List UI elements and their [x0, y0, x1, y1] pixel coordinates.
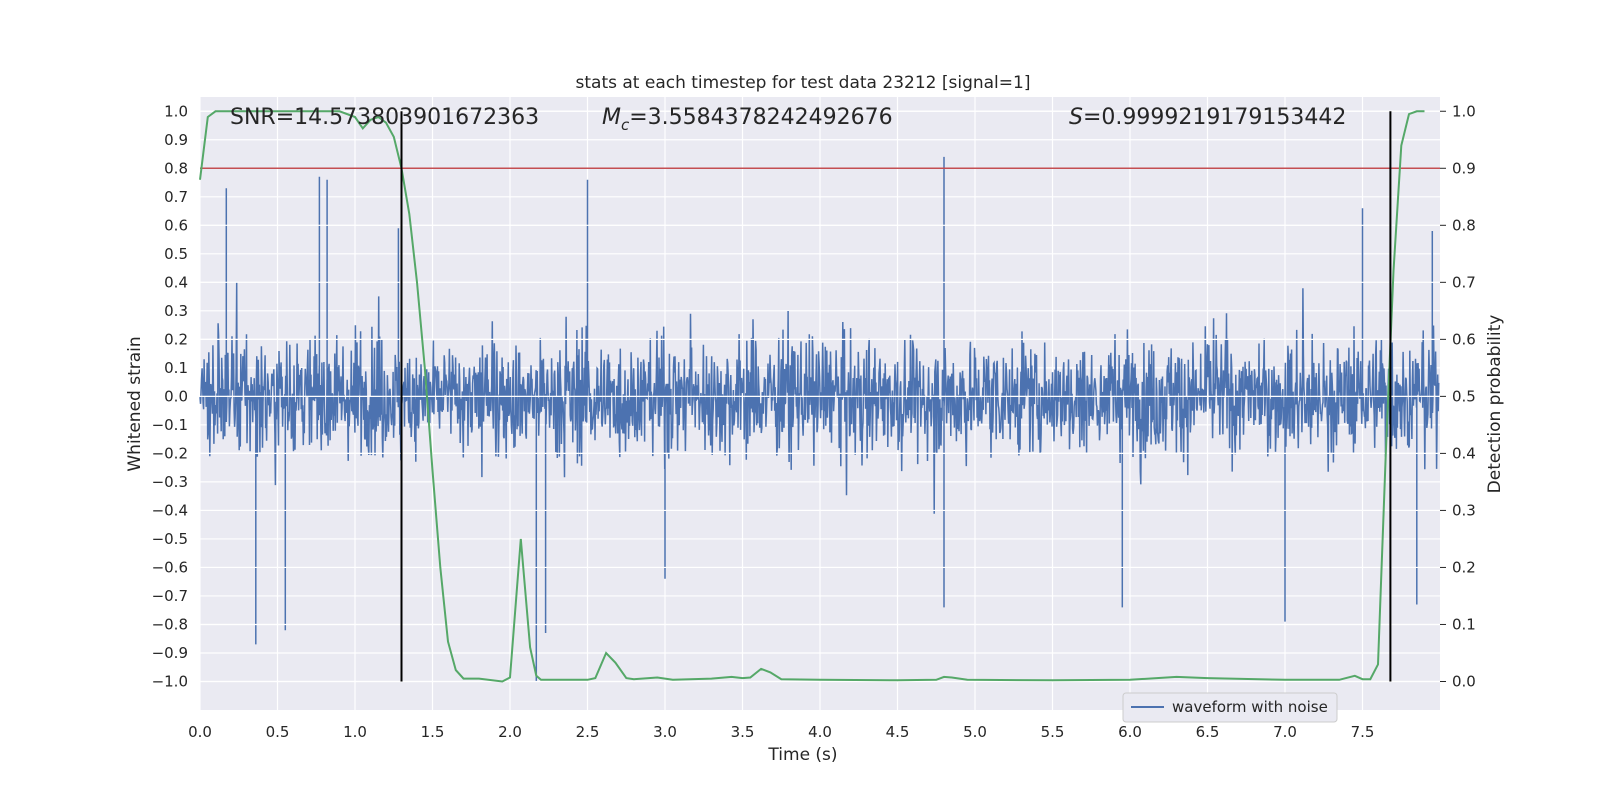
right-y-tick-label: 0.0	[1452, 672, 1476, 690]
x-tick-label: 3.5	[731, 723, 755, 741]
x-tick-label: 2.0	[498, 723, 522, 741]
x-tick-label: 2.5	[576, 723, 600, 741]
x-tick-label: 1.0	[343, 723, 367, 741]
legend-box	[1122, 692, 1338, 723]
statistic-annotation: S=0.9999219179153442	[1069, 105, 1346, 130]
left-y-axis-label: Whitened strain	[125, 336, 145, 471]
snr-annotation: SNR=14.573803901672363	[230, 105, 539, 130]
detection-probability-line	[199, 110, 1425, 683]
x-tick-label: 4.5	[886, 723, 910, 741]
x-tick-label: 1.5	[421, 723, 445, 741]
left-y-tick-label: 0.4	[164, 273, 188, 291]
statistic-value: =0.9999219179153442	[1083, 105, 1346, 130]
event-markers	[400, 111, 1392, 682]
strain-series	[199, 156, 1440, 682]
legend-label: waveform with noise	[1172, 698, 1328, 716]
right-y-tick-label: 0.1	[1452, 615, 1476, 633]
right-y-tick-label: 0.9	[1452, 159, 1476, 177]
left-y-tick-label: 1.0	[164, 102, 188, 120]
x-tick-label: 0.0	[188, 723, 212, 741]
left-y-tick-label: −0.7	[152, 587, 188, 605]
right-y-tick-label: 0.3	[1452, 501, 1476, 519]
left-y-tick-label: 0.3	[164, 302, 188, 320]
x-tick-label: 6.5	[1196, 723, 1220, 741]
right-y-tick-label: 1.0	[1452, 102, 1476, 120]
left-y-tick-label: −0.4	[152, 501, 188, 519]
chirp-mass-value: =3.5584378242492676	[629, 105, 892, 130]
x-tick-label: 6.0	[1118, 723, 1142, 741]
left-y-tick-label: 0.2	[164, 330, 188, 348]
x-tick-label: 4.0	[808, 723, 832, 741]
x-tick-label: 5.0	[963, 723, 987, 741]
left-y-tick-label: 0.1	[164, 359, 188, 377]
left-y-tick-label: −0.2	[152, 444, 188, 462]
chirp-mass-symbol: M	[602, 105, 621, 130]
legend: waveform with noise	[1122, 692, 1338, 723]
right-y-tick-label: 0.7	[1452, 273, 1476, 291]
right-y-axis-label: Detection probability	[1485, 315, 1505, 494]
x-tick-label: 7.0	[1273, 723, 1297, 741]
x-axis-label: Time (s)	[767, 745, 837, 765]
strain-waveform-path	[199, 156, 1440, 682]
right-y-tick-label: 0.4	[1452, 444, 1476, 462]
left-y-tick-label: 0.0	[164, 387, 188, 405]
right-y-tick-label: 0.6	[1452, 330, 1476, 348]
right-y-tick-labels: 1.0 0.9 0.8 0.7 0.6 0.5 0.4 0.3 0.2 0.1 0.0	[1440, 102, 1476, 690]
x-tick-label: 3.0	[653, 723, 677, 741]
left-y-tick-label: −0.8	[152, 615, 188, 633]
left-y-tick-label: −0.1	[152, 416, 188, 434]
chirp-mass-subscript: c	[621, 116, 630, 134]
statistic-symbol: S	[1069, 105, 1083, 130]
x-tick-label: 0.5	[266, 723, 290, 741]
left-y-tick-label: −1.0	[152, 672, 188, 690]
left-y-tick-label: 0.9	[164, 131, 188, 149]
right-y-tick-label: 0.2	[1452, 558, 1476, 576]
x-tick-label: 7.5	[1351, 723, 1375, 741]
left-y-tick-label: 0.6	[164, 216, 188, 234]
left-y-tick-labels: 1.0 0.9 0.8 0.7 0.6 0.5 0.4 0.3 0.2 0.1 0.0 −0.1 −0.…	[152, 102, 188, 690]
left-y-tick-label: −0.5	[152, 530, 188, 548]
left-y-tick-label: 0.7	[164, 188, 188, 206]
left-y-tick-label: 0.8	[164, 159, 188, 177]
right-y-tick-label: 0.8	[1452, 216, 1476, 234]
left-y-tick-label: −0.3	[152, 473, 188, 491]
left-y-tick-label: −0.6	[152, 558, 188, 576]
left-y-tick-label: −0.9	[152, 644, 188, 662]
chart-title: stats at each timestep for test data 232…	[576, 73, 1031, 93]
x-tick-labels: 0.0 0.5 1.0 1.5 2.0 2.5 3.0 3.5 4.0 4.5 5.0 5.5 6.0 6…	[188, 723, 1374, 741]
chirp-mass-annotation: Mc=3.5584378242492676	[602, 105, 893, 134]
x-tick-label: 5.5	[1041, 723, 1065, 741]
right-y-tick-label: 0.5	[1452, 387, 1476, 405]
left-y-tick-label: 0.5	[164, 245, 188, 263]
